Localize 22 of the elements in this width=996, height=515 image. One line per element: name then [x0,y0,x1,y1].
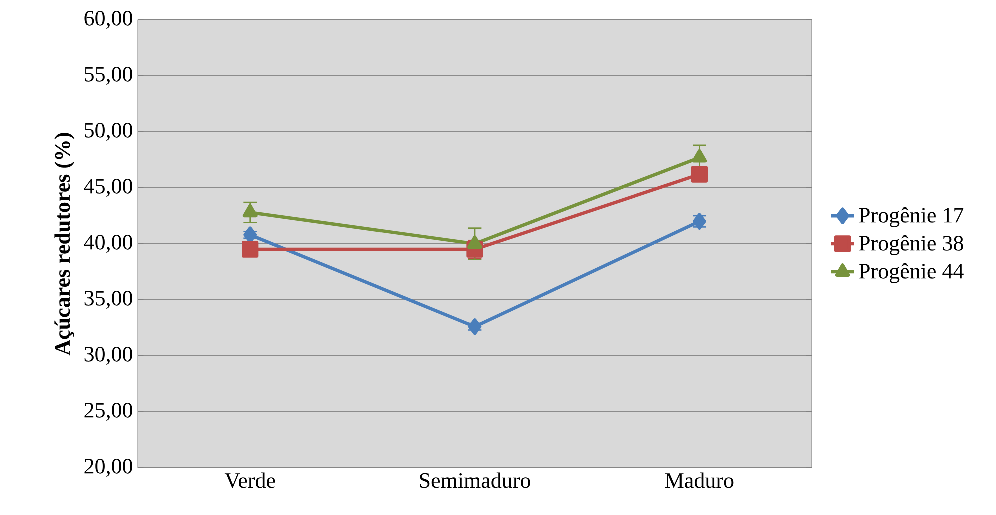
point [691,166,708,183]
x-tick-label: Verde [224,472,276,488]
y-tick-label: 55,00 [85,66,132,86]
point [692,149,708,163]
legend-label: Progênie 44 [859,263,964,284]
y-tick-label: 30,00 [84,346,132,366]
y-axis-title: Açúcares redutores (%) [54,133,75,356]
x-tick-label: Semimaduro [420,472,530,488]
y-tick-label: 25,00 [84,402,132,422]
point [468,318,482,336]
y-tick-label: 50,00 [85,122,132,142]
y-tick-label: 35,00 [84,290,132,310]
legend-label: Progênie 17 [859,207,964,228]
y-tick-label: 60,00 [84,10,132,30]
point [244,226,258,244]
point [242,241,259,258]
x-tick-label: Maduro [665,472,734,488]
y-tick-label: 20,00 [84,458,132,478]
y-tick-label: 40,00 [84,234,132,254]
legend-label: Progênie 38 [859,235,964,256]
y-tick-label: 45,00 [84,178,132,198]
point [468,236,482,250]
